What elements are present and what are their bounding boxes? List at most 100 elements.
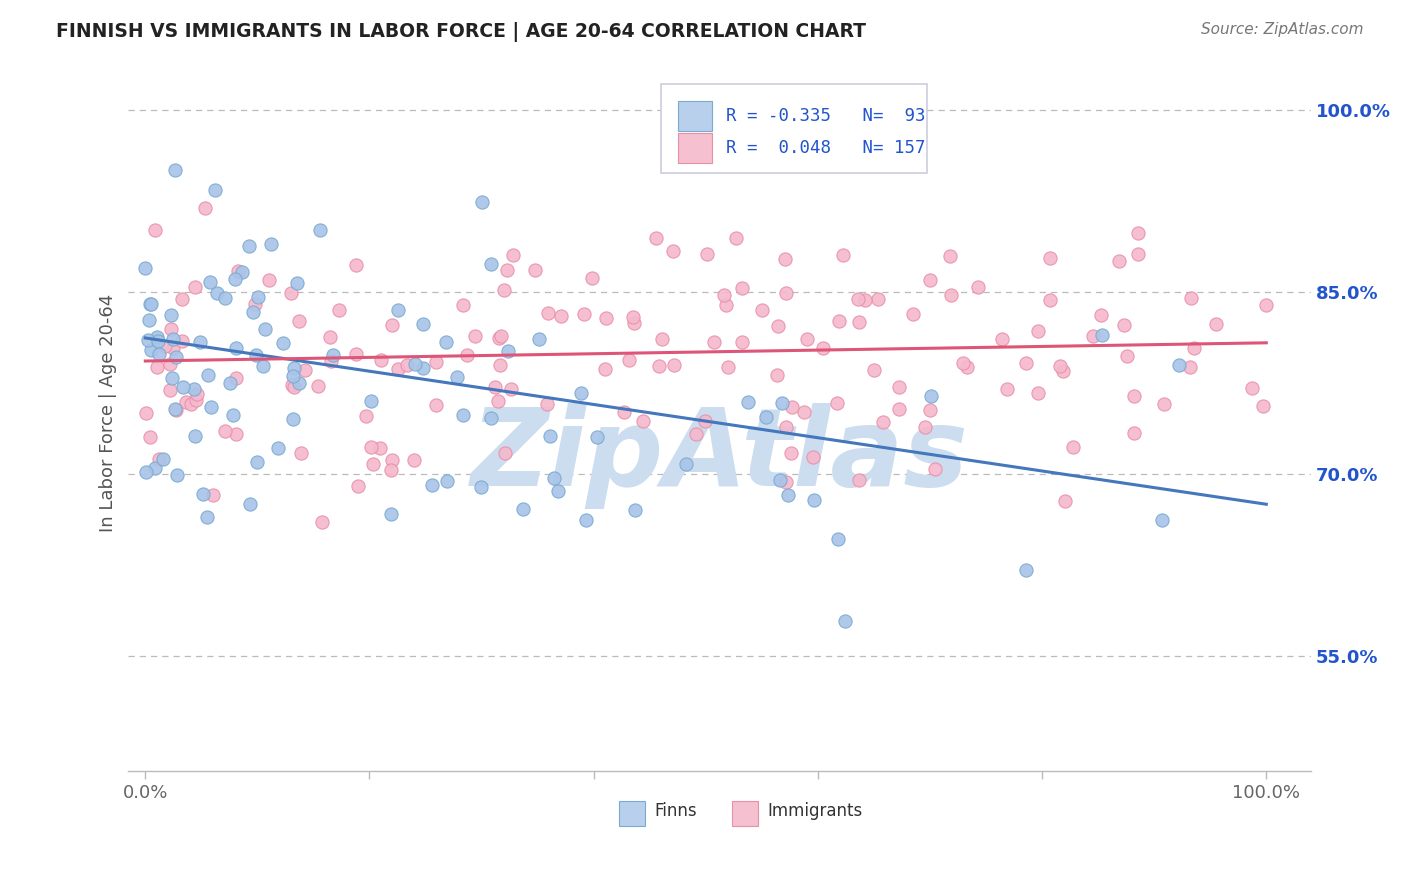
Point bbox=[470, 480, 492, 494]
Point bbox=[775, 475, 797, 489]
Point bbox=[143, 461, 166, 475]
Point bbox=[714, 298, 737, 312]
Point bbox=[146, 334, 169, 348]
Point bbox=[624, 502, 647, 516]
Point bbox=[160, 321, 183, 335]
Point bbox=[633, 414, 655, 428]
Point bbox=[811, 341, 834, 355]
Point bbox=[479, 257, 502, 271]
Point bbox=[827, 314, 849, 328]
Point bbox=[205, 285, 228, 300]
Point bbox=[242, 305, 264, 319]
Point bbox=[311, 515, 333, 529]
Point bbox=[995, 382, 1018, 396]
Point bbox=[575, 513, 598, 527]
Point bbox=[731, 334, 754, 349]
Point bbox=[344, 347, 367, 361]
Point bbox=[769, 473, 792, 487]
Point bbox=[451, 297, 474, 311]
Point bbox=[696, 246, 718, 260]
Point bbox=[662, 358, 685, 372]
Point bbox=[825, 396, 848, 410]
Point bbox=[281, 412, 304, 426]
Point bbox=[166, 468, 188, 483]
Point bbox=[755, 410, 778, 425]
Point bbox=[512, 502, 534, 516]
Point bbox=[768, 319, 790, 334]
Point bbox=[853, 293, 876, 307]
FancyBboxPatch shape bbox=[661, 84, 927, 173]
Point bbox=[148, 347, 170, 361]
Point bbox=[387, 303, 409, 318]
Point bbox=[486, 394, 509, 409]
Point bbox=[225, 427, 247, 442]
Point bbox=[183, 382, 205, 396]
Point bbox=[773, 252, 796, 266]
Point bbox=[222, 408, 245, 422]
Bar bbox=[731, 801, 758, 826]
Point bbox=[536, 397, 558, 411]
Point bbox=[174, 394, 197, 409]
Point bbox=[1182, 341, 1205, 355]
Point bbox=[145, 223, 167, 237]
Point bbox=[159, 357, 181, 371]
Point bbox=[172, 380, 194, 394]
Point bbox=[1091, 327, 1114, 342]
Point bbox=[434, 334, 457, 349]
Point bbox=[538, 429, 561, 443]
Point bbox=[731, 280, 754, 294]
Point bbox=[1122, 389, 1144, 403]
Point bbox=[191, 487, 214, 501]
Point bbox=[170, 292, 193, 306]
Point bbox=[889, 380, 911, 394]
Point bbox=[751, 302, 773, 317]
Point bbox=[492, 283, 515, 297]
Point bbox=[537, 305, 560, 319]
Point bbox=[328, 303, 350, 318]
Point bbox=[939, 249, 962, 263]
Point bbox=[1150, 513, 1173, 527]
Point bbox=[612, 405, 634, 419]
Point bbox=[464, 329, 486, 343]
Point bbox=[494, 446, 516, 460]
Point bbox=[796, 332, 818, 346]
Point bbox=[155, 339, 177, 353]
Point bbox=[412, 317, 434, 331]
Point bbox=[139, 297, 162, 311]
Point bbox=[195, 509, 218, 524]
Point bbox=[456, 347, 478, 361]
Point bbox=[183, 429, 205, 443]
Point bbox=[834, 614, 856, 628]
Point bbox=[281, 377, 304, 392]
Text: Finns: Finns bbox=[655, 802, 697, 820]
Point bbox=[523, 263, 546, 277]
Point bbox=[547, 483, 569, 498]
Point bbox=[194, 201, 217, 215]
Point bbox=[200, 400, 222, 414]
Point bbox=[163, 163, 186, 178]
Point bbox=[685, 426, 707, 441]
Point bbox=[138, 313, 160, 327]
Point bbox=[162, 332, 184, 346]
Point bbox=[866, 292, 889, 306]
Point bbox=[252, 359, 274, 373]
Point bbox=[260, 237, 283, 252]
Point bbox=[165, 401, 187, 416]
Point bbox=[593, 362, 616, 376]
Point bbox=[370, 352, 392, 367]
Point bbox=[307, 379, 329, 393]
Point bbox=[139, 297, 162, 311]
Point bbox=[288, 314, 311, 328]
Point bbox=[920, 272, 942, 286]
Point bbox=[283, 380, 305, 394]
Point bbox=[360, 440, 382, 454]
Point bbox=[471, 194, 494, 209]
Point bbox=[135, 406, 157, 420]
Point bbox=[370, 442, 392, 456]
Point bbox=[484, 380, 506, 394]
Point bbox=[967, 280, 990, 294]
Point bbox=[254, 322, 277, 336]
Point bbox=[141, 343, 163, 357]
Point bbox=[491, 329, 513, 343]
Point bbox=[1108, 254, 1130, 268]
